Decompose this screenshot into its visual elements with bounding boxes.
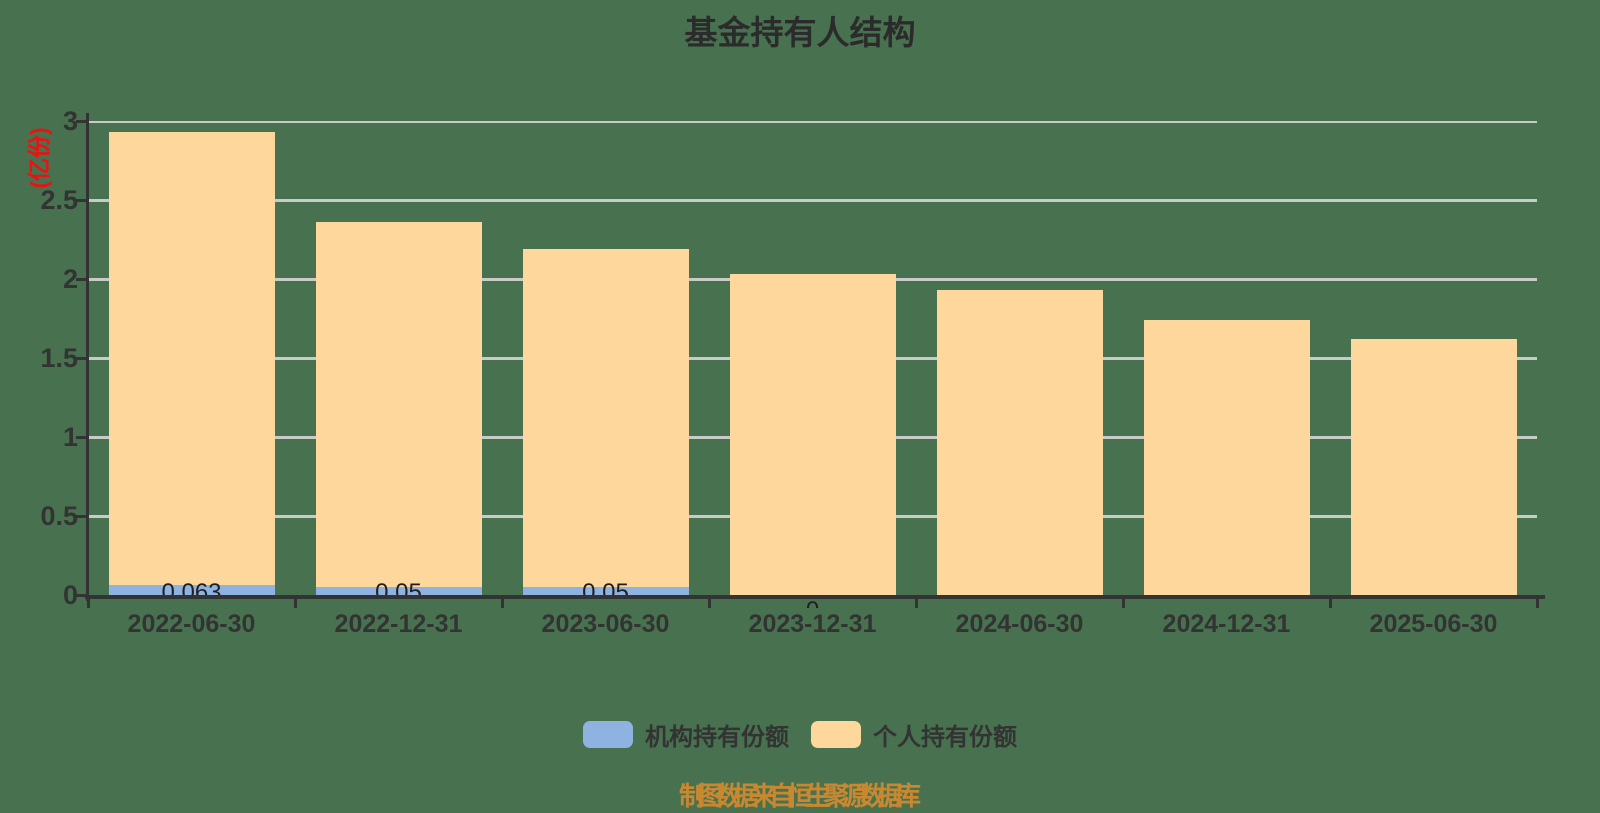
zero-value-label: 0	[773, 600, 853, 608]
plot-area: 0.063 0.05 0.05	[88, 121, 1537, 595]
bar-segment-individual[interactable]	[108, 131, 275, 586]
x-axis-tick	[1328, 599, 1332, 608]
bar-value-label: 0.05	[582, 579, 629, 595]
bar-segment-individual[interactable]	[936, 290, 1103, 595]
bar-segment-institutional[interactable]: 0.05	[522, 579, 689, 595]
x-axis-tick	[1121, 599, 1125, 608]
bar-2023-12-31[interactable]	[729, 121, 896, 595]
y-axis-tick	[76, 278, 88, 281]
legend-swatch-individual	[811, 721, 861, 748]
bar-segment-individual[interactable]	[1350, 339, 1517, 595]
footer-note-text: 制图数据来自恒生聚源数据库	[678, 781, 921, 811]
y-axis-tick-label: 2.5	[40, 185, 78, 215]
bar-segment-individual[interactable]	[522, 249, 689, 588]
x-axis-tick	[293, 599, 297, 608]
x-axis-category-label: 2025-06-30	[1369, 610, 1498, 638]
x-axis-category-label: 2022-06-30	[127, 610, 256, 638]
legend-item-institutional[interactable]: 机构持有份额	[583, 717, 789, 752]
y-axis-tick	[76, 515, 88, 518]
x-axis-category-label: 2024-12-31	[1162, 610, 1291, 638]
y-axis-tick-label: 1.5	[40, 343, 78, 373]
x-axis-tick	[914, 599, 918, 608]
legend-swatch-institutional	[583, 721, 633, 748]
gridline	[88, 198, 1537, 202]
y-axis-tick	[76, 120, 88, 123]
x-axis-tick	[1535, 599, 1539, 608]
y-axis-tick	[76, 436, 88, 439]
bar-2022-12-31[interactable]: 0.05	[315, 121, 482, 595]
chart-title: 基金持有人结构	[684, 14, 916, 51]
bar-value-label: 0.063	[161, 579, 222, 595]
y-axis-tick	[76, 357, 88, 360]
y-axis-tick-label: 1	[62, 422, 78, 452]
bar-2024-06-30[interactable]	[936, 121, 1103, 595]
y-axis-tick	[76, 199, 88, 202]
x-axis-tick	[707, 599, 711, 608]
bar-2025-06-30[interactable]	[1350, 121, 1517, 595]
y-axis-tick-label: 0	[62, 580, 78, 610]
x-axis-category-label: 2023-06-30	[541, 610, 670, 638]
bar-segment-individual[interactable]	[1143, 320, 1310, 595]
bar-value-label: 0.05	[375, 579, 422, 595]
legend-item-individual[interactable]: 个人持有份额	[811, 717, 1017, 752]
y-axis-tick-label: 3	[62, 106, 78, 136]
x-axis-tick	[500, 599, 504, 608]
bar-segment-institutional[interactable]: 0.05	[315, 579, 482, 595]
x-axis-tick	[86, 599, 90, 608]
bar-2023-06-30[interactable]: 0.05	[522, 121, 689, 595]
x-axis-line	[85, 595, 1545, 599]
y-axis-tick-label: 2	[62, 264, 78, 294]
bar-segment-individual[interactable]	[315, 222, 482, 588]
bar-2022-06-30[interactable]: 0.063	[108, 121, 275, 595]
gridline	[88, 121, 1537, 123]
bar-segment-individual[interactable]	[729, 274, 896, 595]
legend-label: 机构持有份额	[645, 724, 789, 751]
footer-note: 制图数据来自恒生聚源数据库	[0, 776, 1600, 813]
y-axis-tick	[76, 594, 88, 597]
zero-value-label-text: 0	[773, 600, 853, 608]
x-axis-category-label: 2024-06-30	[955, 610, 1084, 638]
legend: 机构持有份额 个人持有份额	[0, 717, 1600, 752]
x-axis-category-label: 2022-12-31	[334, 610, 463, 638]
bar-2024-12-31[interactable]	[1143, 121, 1310, 595]
legend-label: 个人持有份额	[873, 724, 1017, 751]
x-axis-category-label: 2023-12-31	[748, 610, 877, 638]
y-axis-tick-label: 0.5	[40, 501, 78, 531]
bar-segment-institutional[interactable]: 0.063	[108, 579, 275, 595]
